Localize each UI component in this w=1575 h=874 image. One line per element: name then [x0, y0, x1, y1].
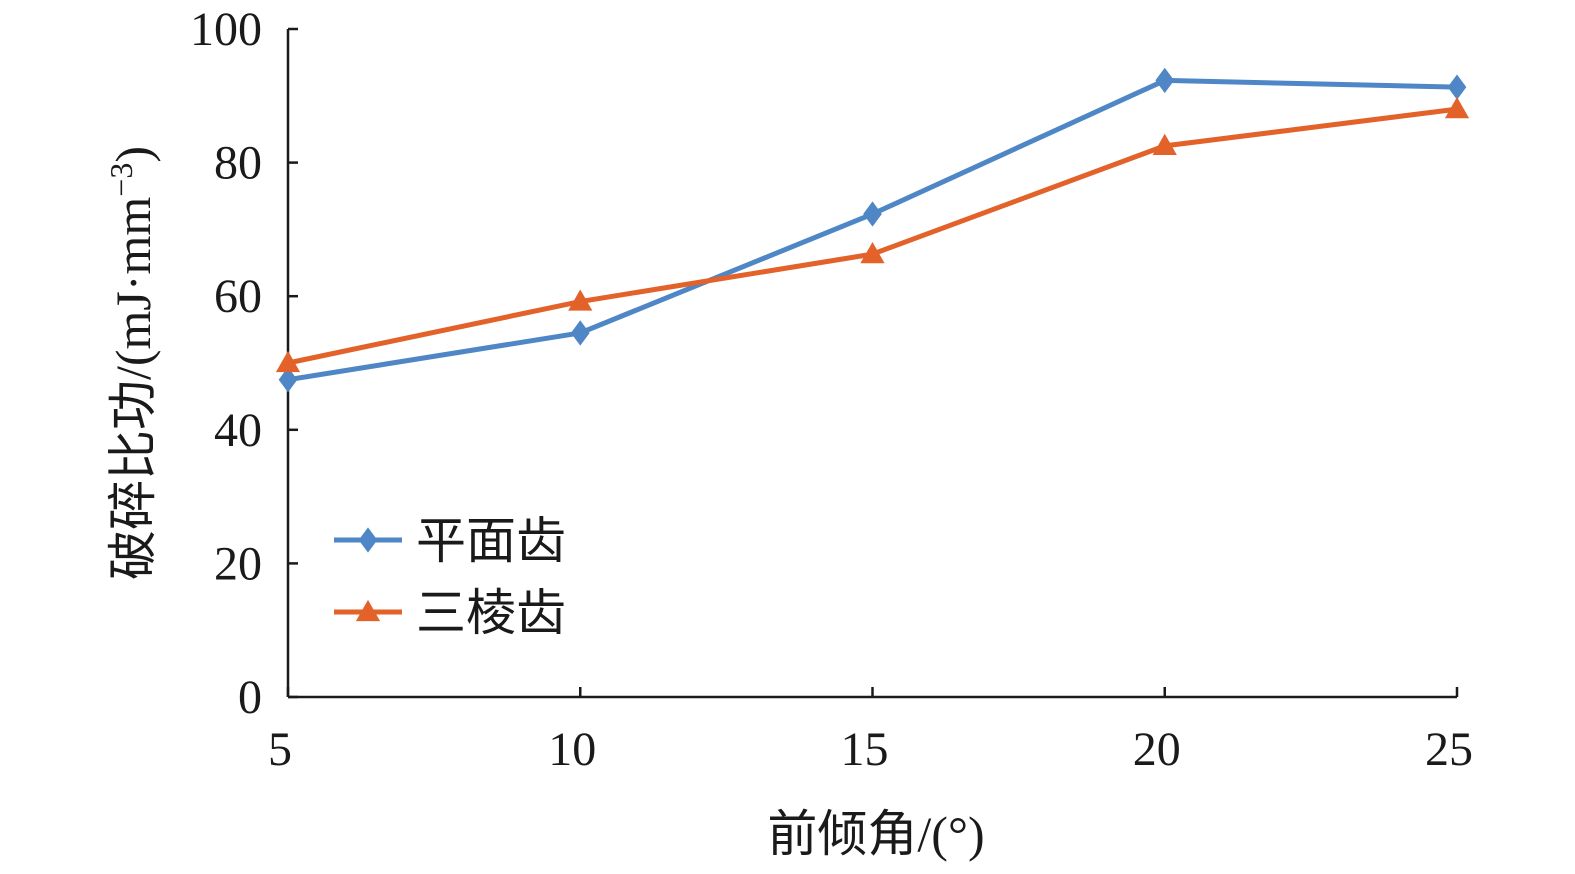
legend-label: 三棱齿 [416, 585, 566, 641]
data-point-triangle [568, 289, 593, 311]
series-line [287, 77, 1458, 383]
y-tick-label: 20 [214, 537, 262, 590]
y-axis-title: 破碎比功/(mJ·mm−3) [103, 146, 161, 580]
y-tick-label: 0 [238, 671, 262, 724]
x-tick-label: 10 [548, 723, 596, 776]
legend-marker-triangle [355, 599, 381, 622]
data-point-diamond [1447, 74, 1467, 100]
data-point-triangle [860, 242, 885, 264]
series-layer [275, 67, 1470, 393]
legend-label: 平面齿 [416, 513, 566, 569]
data-point-triangle [1444, 97, 1470, 119]
series-triangle [275, 97, 1470, 373]
legend-marker-diamond [358, 527, 378, 553]
x-axis-ticks: 5 10 15 20 25 [268, 687, 1473, 776]
y-tick-label: 60 [214, 270, 262, 323]
y-tick-label: 80 [214, 137, 262, 190]
legend-item: 三棱齿 [334, 585, 566, 641]
legend-item: 平面齿 [334, 513, 566, 569]
data-point-diamond [278, 367, 298, 393]
x-tick-label: 25 [1425, 723, 1473, 776]
series-line [287, 106, 1458, 366]
x-tick-label: 15 [841, 723, 889, 776]
series-diamond [278, 67, 1467, 393]
y-axis-title-superscript: −3 [103, 163, 139, 197]
y-axis-ticks: 0 20 40 60 80 100 [190, 3, 298, 724]
data-point-triangle [1152, 133, 1177, 155]
y-tick-label: 100 [190, 3, 262, 56]
y-tick-label: 40 [214, 404, 262, 457]
data-point-diamond [863, 201, 882, 227]
x-tick-label: 5 [268, 723, 292, 776]
data-point-diamond [1155, 67, 1175, 94]
x-axis-title: 前倾角/(°) [767, 806, 984, 862]
x-tick-label: 20 [1133, 723, 1181, 776]
data-point-diamond [570, 320, 590, 346]
data-point-triangle [275, 350, 301, 373]
